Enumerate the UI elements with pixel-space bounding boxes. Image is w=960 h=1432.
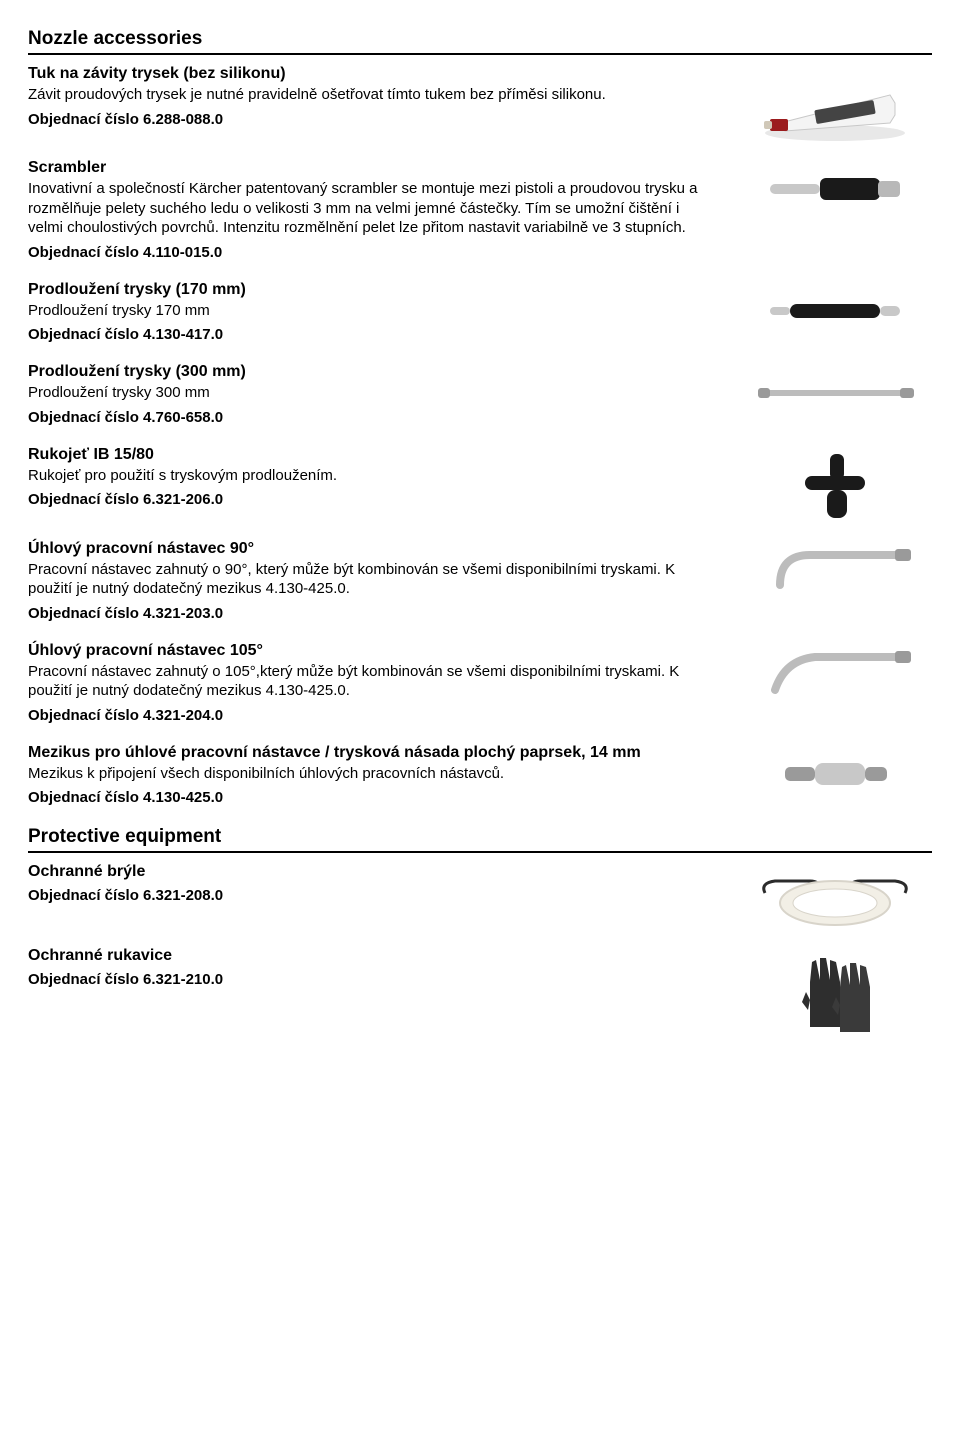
product-title: Úhlový pracovní nástavec 105° <box>28 642 718 660</box>
tube-icon <box>738 65 932 145</box>
section-title-protective: Protective equipment <box>28 826 932 853</box>
product-desc: Mezikus k připojení všech disponibilních… <box>28 764 718 784</box>
product-text: Tuk na závity trysek (bez silikonu) Závi… <box>28 65 738 134</box>
product-title: Úhlový pracovní nástavec 90° <box>28 540 718 558</box>
product-title: Prodloužení trysky (170 mm) <box>28 281 718 299</box>
product-angle105: Úhlový pracovní nástavec 105° Pracovní n… <box>28 642 932 730</box>
section-title-nozzle: Nozzle accessories <box>28 28 932 55</box>
product-text: Rukojeť IB 15/80 Rukojeť pro použití s t… <box>28 446 738 515</box>
product-desc: Inovativní a společností Kärcher patento… <box>28 179 718 238</box>
handle-icon <box>738 446 932 526</box>
product-tuk: Tuk na závity trysek (bez silikonu) Závi… <box>28 65 932 145</box>
product-title: Tuk na závity trysek (bez silikonu) <box>28 65 718 83</box>
product-title: Rukojeť IB 15/80 <box>28 446 718 464</box>
product-title: Ochranné rukavice <box>28 947 718 965</box>
product-title: Prodloužení trysky (300 mm) <box>28 363 718 381</box>
order-number: Objednací číslo 6.288-088.0 <box>28 111 718 128</box>
product-text: Ochranné rukavice Objednací číslo 6.321-… <box>28 947 738 994</box>
product-desc: Pracovní nástavec zahnutý o 105°,který m… <box>28 662 718 701</box>
product-mezikus: Mezikus pro úhlové pracovní nástavce / t… <box>28 744 932 813</box>
product-title: Mezikus pro úhlové pracovní nástavce / t… <box>28 744 718 762</box>
order-number: Objednací číslo 4.321-203.0 <box>28 605 718 622</box>
product-text: Scrambler Inovativní a společností Kärch… <box>28 159 738 267</box>
product-desc: Prodloužení trysky 170 mm <box>28 301 718 321</box>
product-title: Ochranné brýle <box>28 863 718 881</box>
product-desc: Pracovní nástavec zahnutý o 90°, který m… <box>28 560 718 599</box>
product-gloves: Ochranné rukavice Objednací číslo 6.321-… <box>28 947 932 1037</box>
product-desc: Rukojeť pro použití s tryskovým prodlouž… <box>28 466 718 486</box>
order-number: Objednací číslo 4.321-204.0 <box>28 707 718 724</box>
extension-short-icon <box>738 281 932 341</box>
angle90-icon <box>738 540 932 600</box>
order-number: Objednací číslo 4.130-417.0 <box>28 326 718 343</box>
angle105-icon <box>738 642 932 702</box>
order-number: Objednací číslo 6.321-210.0 <box>28 971 718 988</box>
product-handle: Rukojeť IB 15/80 Rukojeť pro použití s t… <box>28 446 932 526</box>
product-angle90: Úhlový pracovní nástavec 90° Pracovní ná… <box>28 540 932 628</box>
gloves-icon <box>738 947 932 1037</box>
connector-icon <box>738 744 932 804</box>
product-text: Prodloužení trysky (170 mm) Prodloužení … <box>28 281 738 350</box>
product-goggles: Ochranné brýle Objednací číslo 6.321-208… <box>28 863 932 933</box>
goggles-icon <box>738 863 932 933</box>
order-number: Objednací číslo 6.321-206.0 <box>28 491 718 508</box>
product-text: Úhlový pracovní nástavec 105° Pracovní n… <box>28 642 738 730</box>
order-number: Objednací číslo 6.321-208.0 <box>28 887 718 904</box>
order-number: Objednací číslo 4.110-015.0 <box>28 244 718 261</box>
product-scrambler: Scrambler Inovativní a společností Kärch… <box>28 159 932 267</box>
product-desc: Prodloužení trysky 300 mm <box>28 383 718 403</box>
extension-long-icon <box>738 363 932 423</box>
product-text: Mezikus pro úhlové pracovní nástavce / t… <box>28 744 738 813</box>
product-desc: Závit proudových trysek je nutné pravide… <box>28 85 718 105</box>
product-text: Úhlový pracovní nástavec 90° Pracovní ná… <box>28 540 738 628</box>
product-text: Ochranné brýle Objednací číslo 6.321-208… <box>28 863 738 910</box>
order-number: Objednací číslo 4.760-658.0 <box>28 409 718 426</box>
product-title: Scrambler <box>28 159 718 177</box>
product-ext170: Prodloužení trysky (170 mm) Prodloužení … <box>28 281 932 350</box>
product-ext300: Prodloužení trysky (300 mm) Prodloužení … <box>28 363 932 432</box>
product-text: Prodloužení trysky (300 mm) Prodloužení … <box>28 363 738 432</box>
order-number: Objednací číslo 4.130-425.0 <box>28 789 718 806</box>
scrambler-icon <box>738 159 932 219</box>
